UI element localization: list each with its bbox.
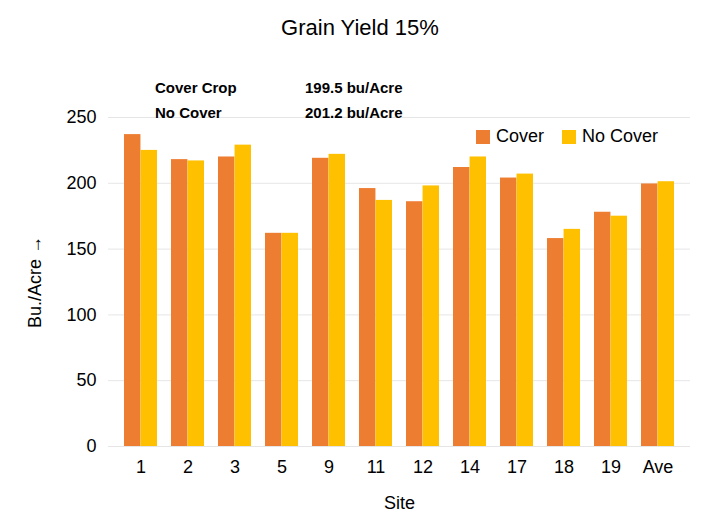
svg-text:150: 150 bbox=[66, 239, 96, 259]
svg-text:Site: Site bbox=[384, 493, 415, 513]
html-text:No Cover: No Cover bbox=[582, 126, 658, 146]
svg-text:11: 11 bbox=[367, 457, 386, 477]
svg-text:18: 18 bbox=[554, 457, 574, 477]
svg-text:2: 2 bbox=[183, 457, 193, 477]
svg-text:12: 12 bbox=[413, 457, 433, 477]
html-text:Cover Crop: Cover Crop bbox=[155, 79, 237, 96]
svg-text:17: 17 bbox=[507, 457, 527, 477]
svg-text:50: 50 bbox=[76, 370, 96, 390]
svg-text:100: 100 bbox=[66, 305, 96, 325]
svg-text:14: 14 bbox=[460, 457, 480, 477]
html-text:Grain Yield 15%: Grain Yield 15% bbox=[281, 15, 439, 40]
svg-text:Bu./Acre →: Bu./Acre → bbox=[25, 236, 45, 328]
html-text:199.5 bu/Acre: 199.5 bu/Acre bbox=[305, 79, 403, 96]
svg-text:200: 200 bbox=[66, 173, 96, 193]
html-text:Cover: Cover bbox=[496, 126, 544, 146]
html-text:No Cover: No Cover bbox=[155, 104, 222, 121]
svg-text:Ave: Ave bbox=[643, 457, 674, 477]
html-text:201.2 bu/Acre: 201.2 bu/Acre bbox=[305, 104, 403, 121]
svg-text:19: 19 bbox=[601, 457, 621, 477]
svg-text:0: 0 bbox=[86, 436, 96, 456]
svg-text:1: 1 bbox=[136, 457, 146, 477]
svg-text:9: 9 bbox=[324, 457, 334, 477]
svg-text:3: 3 bbox=[230, 457, 240, 477]
svg-text:5: 5 bbox=[277, 457, 287, 477]
svg-text:250: 250 bbox=[66, 107, 96, 127]
